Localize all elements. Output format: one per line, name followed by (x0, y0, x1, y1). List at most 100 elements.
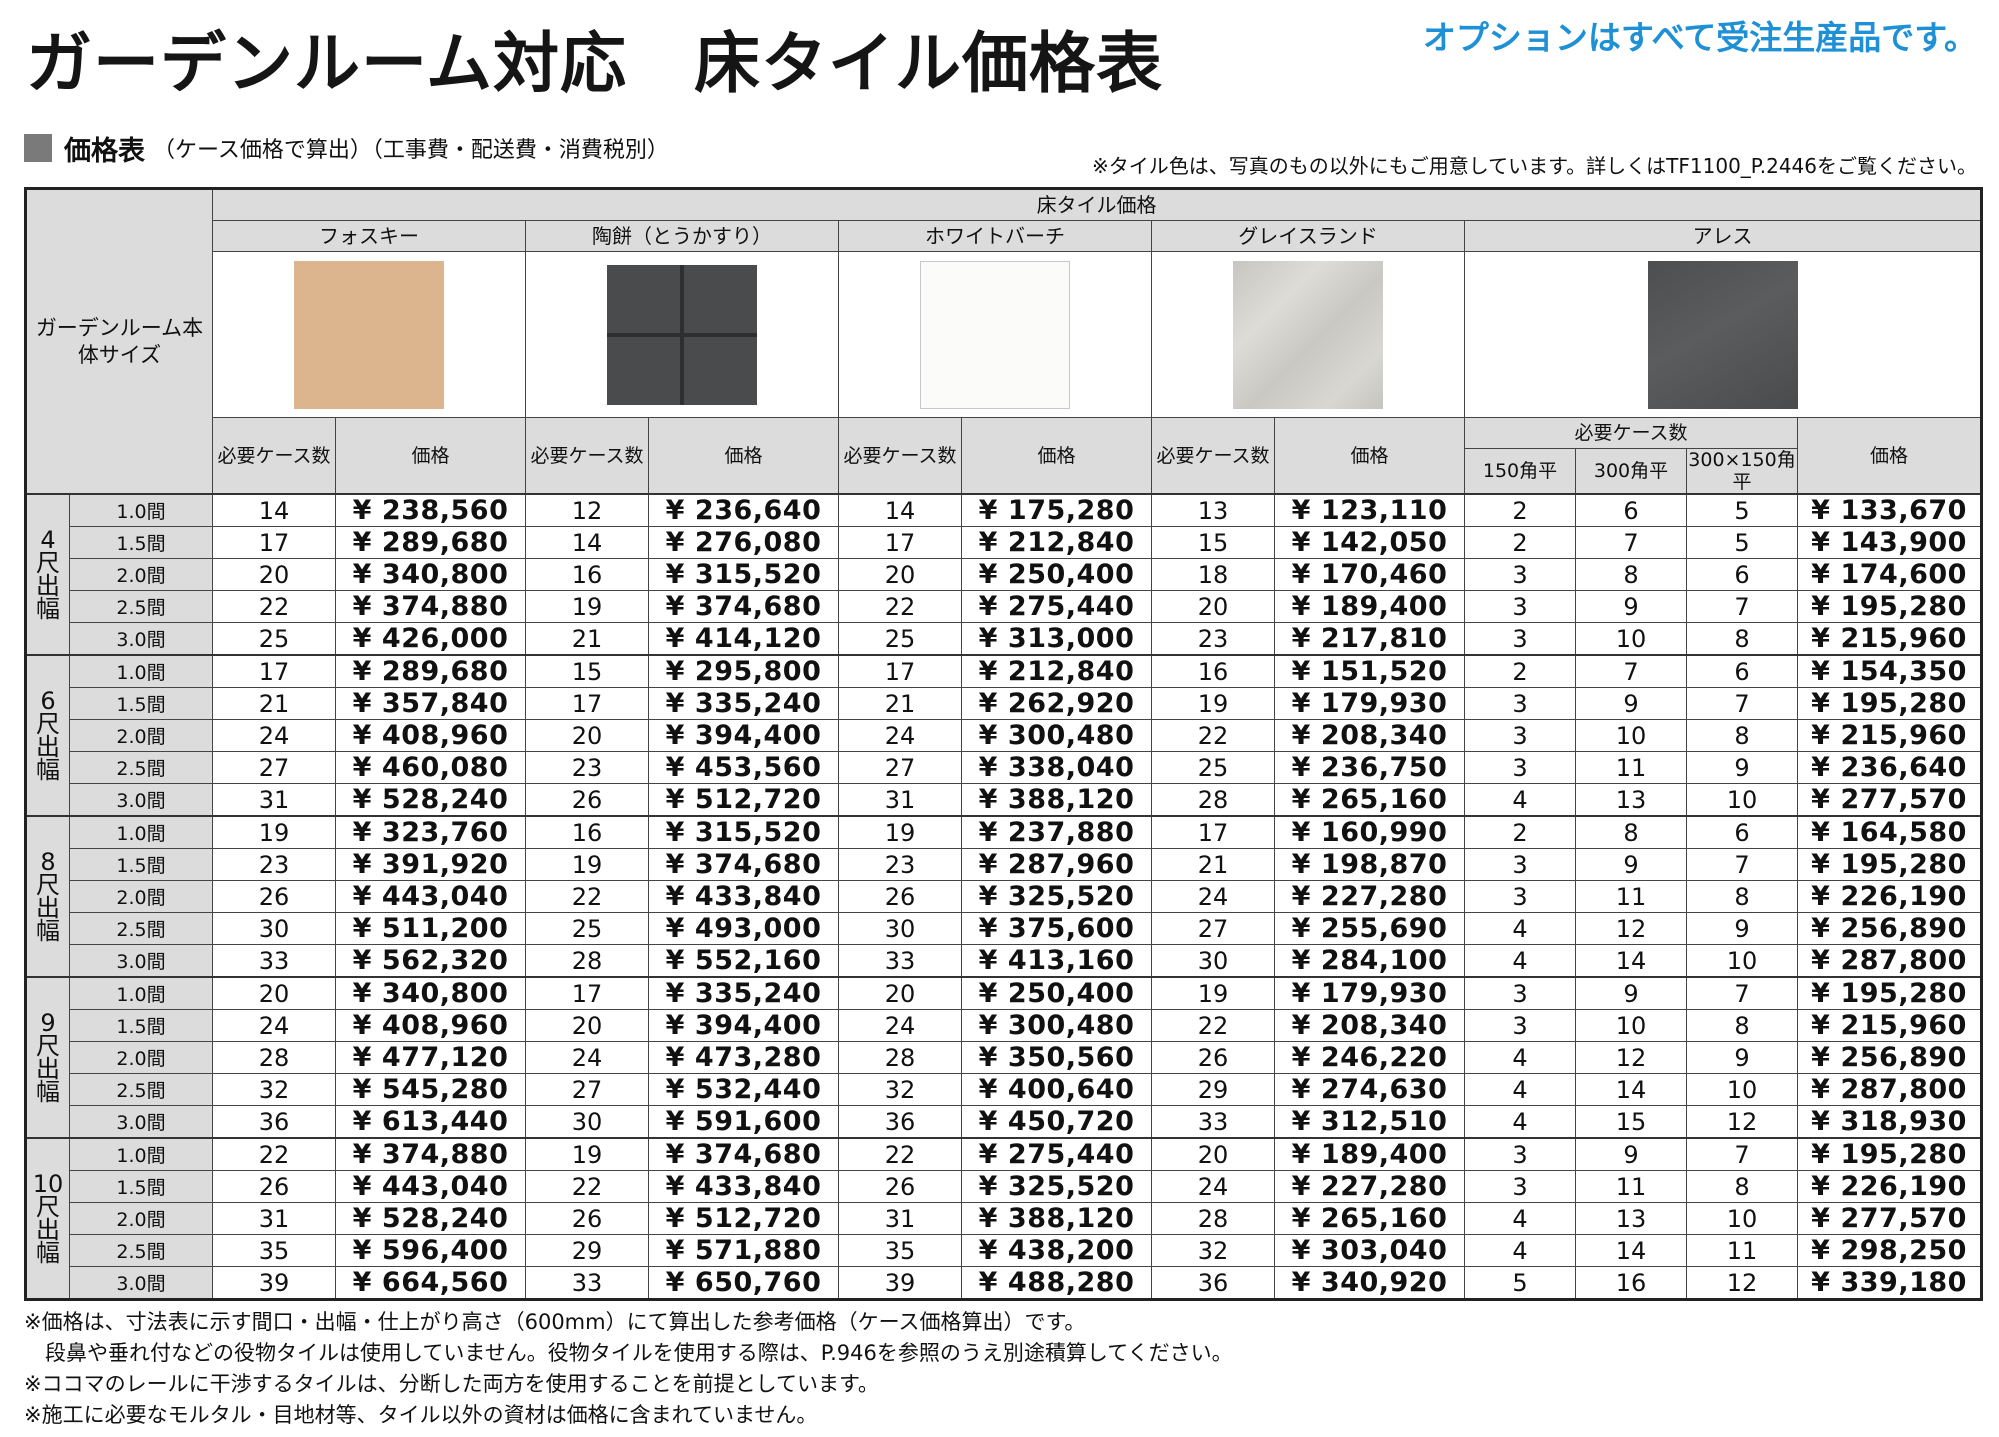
currency-symbol: ¥ (1811, 591, 1831, 622)
section-subtitle: （ケース価格で算出）（工事費・配送費・消費税別） (153, 138, 669, 163)
price-value: 394,400 (694, 1010, 822, 1041)
width-cell: 3.0間 (69, 783, 213, 817)
cases-cell: 24 (212, 719, 336, 752)
currency-symbol: ¥ (352, 849, 372, 880)
price-value: 195,280 (1840, 1139, 1967, 1170)
depth-label-char: 4 (40, 525, 56, 554)
price-value: 133,670 (1840, 495, 1967, 526)
currency-symbol: ¥ (352, 1203, 372, 1234)
price-value: 374,880 (381, 1139, 509, 1170)
cases-cell: 11 (1575, 880, 1687, 913)
price-cell: ¥374,680 (648, 1137, 839, 1171)
price-cell: ¥338,040 (961, 751, 1152, 784)
currency-symbol: ¥ (352, 495, 372, 526)
cases-cell: 5 (1464, 1266, 1576, 1300)
currency-symbol: ¥ (665, 1010, 685, 1041)
price-value: 208,340 (1320, 1010, 1448, 1041)
currency-symbol: ¥ (352, 720, 372, 751)
cases-cell: 15 (1575, 1105, 1687, 1139)
price-cell: ¥189,400 (1274, 1137, 1465, 1171)
width-cell: 2.0間 (69, 558, 213, 591)
cases-cell: 5 (1686, 493, 1798, 527)
currency-symbol: ¥ (665, 1139, 685, 1170)
cases-cell: 21 (838, 687, 962, 720)
price-value: 284,100 (1320, 945, 1448, 976)
table-row: 3.0間 36 ¥613,440 30 ¥591,600 36 ¥450,720 33 ¥312… (26, 1105, 1983, 1139)
width-cell: 1.0間 (69, 493, 213, 527)
cases-cell: 32 (1151, 1234, 1275, 1267)
currency-symbol: ¥ (352, 881, 372, 912)
price-cell: ¥374,680 (648, 590, 839, 623)
price-cell: ¥408,960 (335, 719, 526, 752)
price-cell: ¥227,280 (1274, 1170, 1465, 1203)
price-cell: ¥340,920 (1274, 1266, 1465, 1300)
currency-symbol: ¥ (665, 817, 685, 848)
table-row: 3.0間 25 ¥426,000 21 ¥414,120 25 ¥313,000 23 ¥217… (26, 622, 1983, 656)
cases-cell: 3 (1464, 687, 1576, 720)
price-value: 388,120 (1007, 784, 1135, 815)
price-value: 298,250 (1840, 1235, 1967, 1266)
price-value: 250,400 (1007, 559, 1135, 590)
cases-cell: 10 (1686, 1202, 1798, 1235)
price-value: 340,800 (381, 978, 509, 1009)
currency-symbol: ¥ (978, 978, 998, 1009)
cases-cell: 13 (1575, 1202, 1687, 1235)
cases-cell: 33 (212, 944, 336, 978)
cases-cell: 21 (212, 687, 336, 720)
cases-cell: 33 (838, 944, 962, 978)
price-cell: ¥250,400 (961, 976, 1152, 1010)
price-cell: ¥289,680 (335, 526, 526, 559)
currency-symbol: ¥ (978, 1074, 998, 1105)
price-cell: ¥226,190 (1796, 880, 1983, 913)
cases-header: 必要ケース数 (1151, 417, 1275, 495)
table-row: 2.0間 26 ¥443,040 22 ¥433,840 26 ¥325,520 24 ¥227… (26, 880, 1983, 913)
price-cell: ¥174,600 (1796, 558, 1983, 591)
tile-name-ares: アレス (1463, 220, 1983, 252)
cases-cell: 23 (212, 848, 336, 881)
cases-cell: 29 (525, 1234, 649, 1267)
footnotes: ※価格は、寸法表に示す間口・出幅・仕上がり高さ（600mm）にて算出した参考価格… (24, 1307, 1233, 1431)
cases-cell: 17 (838, 526, 962, 559)
price-value: 255,690 (1320, 913, 1448, 944)
cases-cell: 23 (838, 848, 962, 881)
table-row: 2.5間 27 ¥460,080 23 ¥453,560 27 ¥338,040 25 ¥236… (26, 751, 1983, 784)
cases-cell: 36 (838, 1105, 962, 1139)
price-cell: ¥357,840 (335, 687, 526, 720)
price-value: 215,960 (1840, 1010, 1967, 1041)
cases-cell: 7 (1686, 976, 1798, 1010)
cases-cell: 19 (212, 815, 336, 849)
price-value: 374,680 (694, 849, 822, 880)
currency-symbol: ¥ (352, 527, 372, 558)
price-value: 374,680 (694, 1139, 822, 1170)
price-value: 227,280 (1320, 881, 1448, 912)
currency-symbol: ¥ (352, 978, 372, 1009)
price-value: 256,890 (1840, 1042, 1967, 1073)
currency-symbol: ¥ (1811, 495, 1831, 526)
cases-cell: 26 (212, 1170, 336, 1203)
cases-cell: 19 (1151, 687, 1275, 720)
table-row: 1.5間 26 ¥443,040 22 ¥433,840 26 ¥325,520 24 ¥227… (26, 1170, 1983, 1203)
cases-cell: 19 (525, 590, 649, 623)
cases-cell: 24 (212, 1009, 336, 1042)
price-cell: ¥325,520 (961, 880, 1152, 913)
cases-cell: 9 (1686, 912, 1798, 945)
cases-cell: 36 (212, 1105, 336, 1139)
cases-cell: 19 (525, 1137, 649, 1171)
price-value: 265,160 (1320, 1203, 1448, 1234)
depth-label-char: 尺 (36, 709, 60, 738)
price-cell: ¥374,680 (648, 848, 839, 881)
price-value: 237,880 (1007, 817, 1135, 848)
cases-cell: 27 (212, 751, 336, 784)
cases-cell: 6 (1686, 558, 1798, 591)
cases-cell: 3 (1464, 1170, 1576, 1203)
price-cell: ¥275,440 (961, 590, 1152, 623)
width-cell: 1.0間 (69, 654, 213, 688)
price-value: 532,440 (694, 1074, 822, 1105)
cases-cell: 32 (212, 1073, 336, 1106)
cases-cell: 20 (1151, 1137, 1275, 1171)
cases-cell: 4 (1464, 1234, 1576, 1267)
price-cell: ¥340,800 (335, 976, 526, 1010)
tile-swatch-foskey (294, 260, 444, 409)
currency-symbol: ¥ (1291, 720, 1311, 751)
price-cell: ¥275,440 (961, 1137, 1152, 1171)
